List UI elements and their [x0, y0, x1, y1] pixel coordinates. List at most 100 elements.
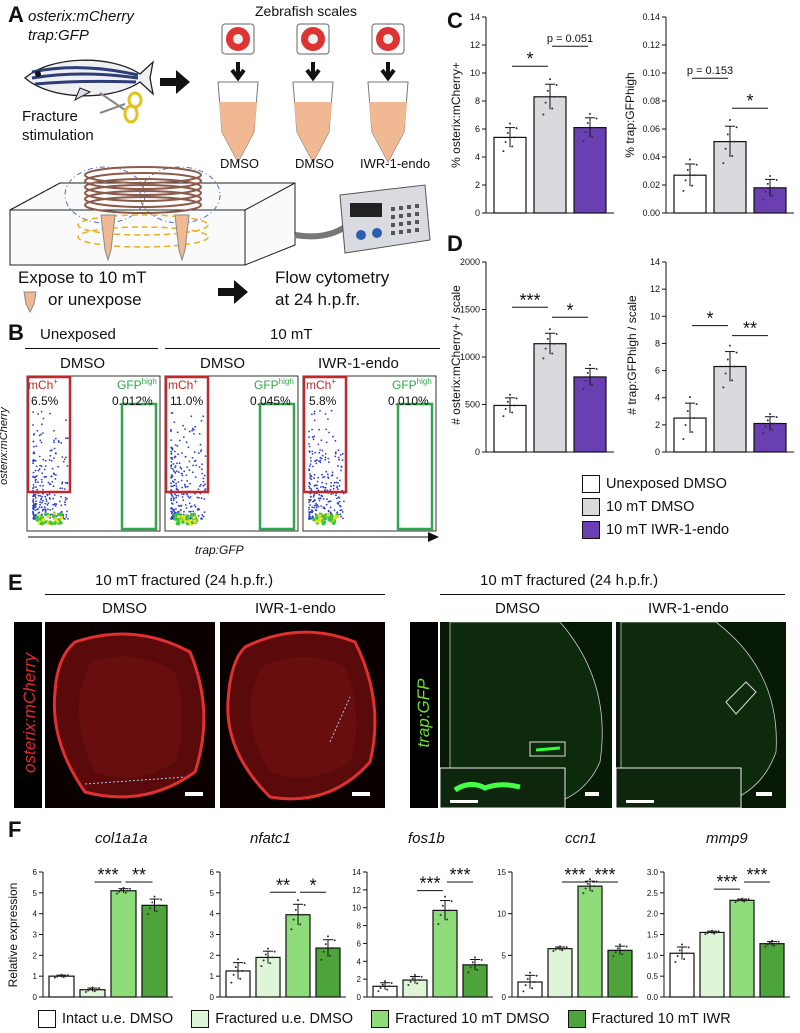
flow-event-dot — [187, 495, 190, 498]
data-point — [381, 983, 384, 986]
flow-event-dot — [37, 494, 40, 497]
flow-event-dot — [175, 482, 178, 485]
cond-b-1: DMSO — [60, 355, 105, 372]
significance-label: *** — [97, 865, 118, 885]
data-point — [294, 908, 297, 911]
flow-event-dot — [182, 424, 185, 427]
data-point — [559, 945, 561, 948]
flow-dense-dot — [51, 514, 56, 518]
y-tick-label: 12 — [352, 886, 361, 895]
y-tick-label: 14 — [470, 12, 480, 22]
data-point — [230, 981, 233, 984]
flow-event-dot — [170, 482, 173, 485]
legend-swatch-purple — [582, 521, 600, 540]
data-point — [591, 135, 594, 138]
data-point — [115, 892, 118, 895]
data-point — [563, 947, 566, 950]
bar — [533, 343, 567, 453]
fracture-label: Fracture — [22, 108, 78, 125]
gfp-gate-1: GFPhigh — [117, 377, 157, 392]
legend-swatch-f2 — [191, 1010, 210, 1028]
data-point — [586, 882, 589, 885]
f-title-2: nfatc1 — [250, 830, 291, 847]
flow-dense-dot — [173, 517, 177, 521]
data-point — [120, 888, 123, 891]
y-tick-label: 0 — [210, 993, 215, 1002]
significance-label: *** — [716, 872, 737, 892]
flow-event-dot — [182, 493, 185, 496]
flow-event-dot — [317, 443, 320, 446]
data-point — [745, 899, 748, 902]
data-point — [122, 886, 125, 889]
flow-event-dot — [44, 459, 47, 462]
data-point — [333, 939, 336, 942]
flow-dense-dot — [57, 512, 61, 517]
flow-event-dot — [188, 469, 191, 472]
data-point — [553, 342, 556, 345]
data-point — [234, 966, 237, 969]
flow-event-dot — [183, 483, 186, 486]
data-point — [706, 932, 709, 934]
data-point — [327, 935, 329, 938]
flow-event-dot — [52, 497, 55, 500]
significance-label: *** — [449, 865, 470, 885]
flow-event-dot — [193, 451, 196, 454]
data-point — [515, 127, 518, 130]
flow-event-dot — [176, 445, 179, 447]
flow-event-dot — [308, 506, 310, 509]
flow-event-dot — [201, 468, 203, 471]
flow-dense-dot — [329, 516, 333, 521]
data-point — [733, 140, 736, 143]
flow-event-dot — [340, 469, 342, 472]
fish-label-osterix: osterix:mCherry — [28, 8, 134, 25]
flow-event-dot — [40, 513, 43, 516]
flow-event-dot — [313, 499, 316, 502]
gfp-pct-1: 0.012% — [112, 394, 153, 408]
data-point — [724, 147, 727, 150]
flow-event-dot — [35, 475, 38, 477]
flow-event-dot — [196, 496, 199, 499]
flow-event-dot — [65, 437, 67, 440]
y-axis-label: % osterix:mCherry+ — [449, 62, 463, 168]
flow-event-dot — [32, 440, 35, 443]
data-point — [297, 899, 299, 902]
data-point — [446, 918, 449, 921]
flow-event-dot — [35, 513, 37, 516]
flow-event-dot — [32, 500, 35, 502]
significance-label: * — [309, 875, 316, 895]
data-point — [595, 117, 598, 120]
flow-event-dot — [34, 469, 37, 472]
data-point — [733, 365, 736, 368]
flow-event-dot — [326, 498, 328, 501]
y-axis-label: # osterix:mCherry+ / scale — [449, 285, 463, 425]
flow-event-dot — [335, 481, 338, 484]
data-point — [126, 889, 129, 892]
data-point — [544, 101, 547, 104]
significance-label: *** — [746, 865, 767, 885]
significance-label: * — [746, 91, 753, 111]
flow-event-dot — [177, 494, 180, 497]
flow-dense-dot — [193, 519, 197, 524]
data-point — [589, 112, 591, 115]
significance-label: p = 0.051 — [547, 33, 593, 45]
flow-event-dot — [177, 489, 179, 491]
significance-label: * — [706, 309, 713, 329]
data-point — [533, 981, 536, 983]
mch-gate-3: mCh+ — [306, 377, 337, 392]
flow-event-dot — [334, 452, 337, 455]
flow-event-dot — [45, 498, 47, 500]
flow-event-dot — [183, 470, 186, 473]
flow-event-dot — [42, 417, 45, 420]
flow-event-dot — [45, 500, 48, 503]
data-point — [529, 971, 531, 974]
flow-event-dot — [42, 499, 44, 502]
flow-event-dot — [34, 493, 37, 496]
flow-event-dot — [36, 488, 39, 491]
data-point — [682, 437, 685, 440]
flow-event-dot — [35, 486, 37, 488]
data-point — [726, 358, 729, 361]
flow-event-dot — [325, 428, 328, 431]
micrograph-osterix-dmso — [45, 622, 215, 808]
flow-event-dot — [191, 456, 194, 459]
